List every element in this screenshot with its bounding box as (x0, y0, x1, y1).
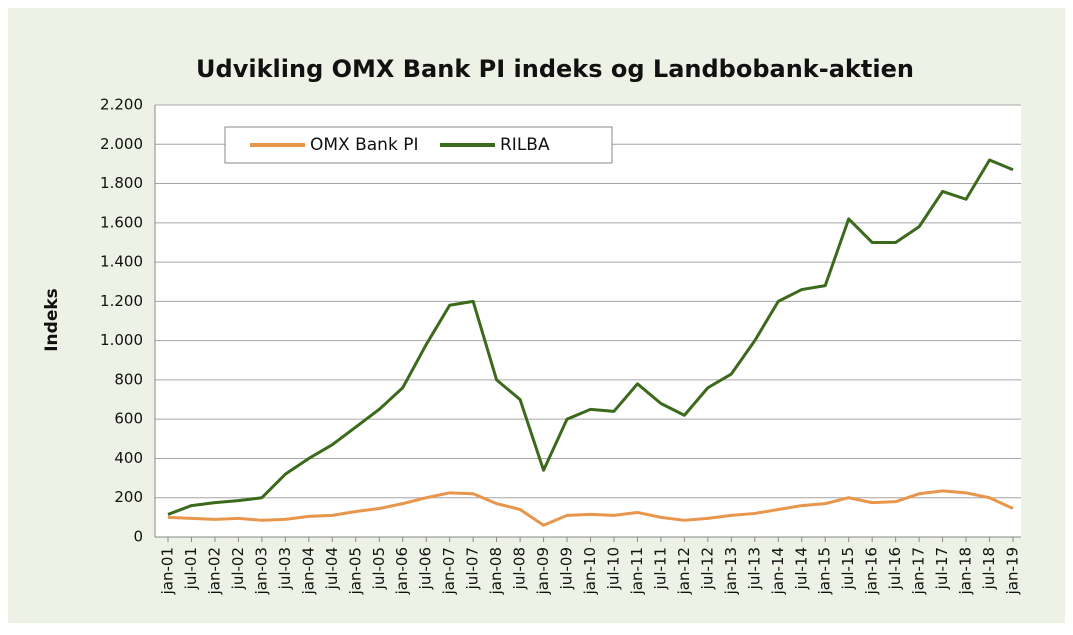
y-tick-label: 200 (114, 488, 143, 506)
y-tick-label: 1.600 (100, 213, 143, 231)
x-tick-label: jan-10 (581, 547, 599, 595)
x-tick-label: jan-02 (205, 547, 223, 595)
x-tick-label: jul-17 (933, 547, 951, 590)
x-tick-label: jul-12 (698, 547, 716, 590)
chart-title: Udvikling OMX Bank PI indeks og Landboba… (196, 55, 914, 83)
x-tick-label: jan-19 (1004, 547, 1022, 595)
y-tick-label: 1.200 (100, 292, 143, 310)
x-tick-label: jan-03 (252, 547, 270, 595)
y-axis-label: Indeks (42, 288, 62, 352)
x-tick-label: jul-10 (604, 547, 622, 590)
x-tick-label: jul-08 (511, 547, 529, 590)
x-tick-label: jan-09 (534, 547, 552, 595)
x-tick-label: jan-18 (957, 547, 975, 595)
x-tick-label: jan-01 (159, 547, 177, 595)
x-tick-label: jan-14 (769, 547, 787, 595)
series-line (167, 158, 1014, 516)
x-tick-label: jan-05 (346, 547, 364, 595)
y-tick-label: 0 (133, 528, 143, 546)
y-tick-label: 800 (114, 370, 143, 388)
y-tick-label: 1.400 (100, 253, 143, 271)
x-tick-label: jul-04 (323, 547, 341, 590)
x-tick-label: jul-16 (886, 547, 904, 590)
y-tick-label: 400 (114, 449, 143, 467)
x-tick-label: jan-11 (628, 547, 646, 595)
y-tick-label: 1.800 (100, 174, 143, 192)
x-tick-label: jul-06 (417, 547, 435, 590)
y-tick-label: 600 (114, 410, 143, 428)
x-tick-label: jul-03 (276, 547, 294, 590)
x-tick-label: jul-02 (229, 547, 247, 590)
x-tick-label: jan-17 (910, 547, 928, 595)
x-tick-label: jul-11 (651, 547, 669, 590)
x-tick-label: jul-14 (792, 547, 810, 590)
y-tick-label: 2.000 (100, 135, 143, 153)
x-tick-label: jan-16 (863, 547, 881, 595)
x-tick-label: jan-08 (487, 547, 505, 595)
x-tick-label: jan-12 (675, 547, 693, 595)
x-tick-label: jul-15 (839, 547, 857, 590)
x-tick-label: jan-04 (299, 547, 317, 595)
x-tick-label: jul-13 (745, 547, 763, 590)
series-line (167, 489, 1014, 527)
x-tick-label: jan-06 (393, 547, 411, 595)
x-tick-label: jul-07 (464, 547, 482, 590)
plot-area (155, 105, 1021, 537)
x-tick-label: jul-09 (558, 547, 576, 590)
legend-label: RILBA (500, 135, 550, 155)
x-tick-label: jan-13 (722, 547, 740, 595)
x-tick-label: jan-15 (816, 547, 834, 595)
x-tick-label: jan-07 (440, 547, 458, 595)
legend-label: OMX Bank PI (310, 135, 418, 155)
y-tick-label: 2.200 (100, 96, 143, 114)
y-tick-label: 1.000 (100, 331, 143, 349)
x-tick-label: jul-18 (980, 547, 998, 590)
x-tick-label: jul-01 (182, 547, 200, 590)
x-tick-label: jul-05 (370, 547, 388, 590)
